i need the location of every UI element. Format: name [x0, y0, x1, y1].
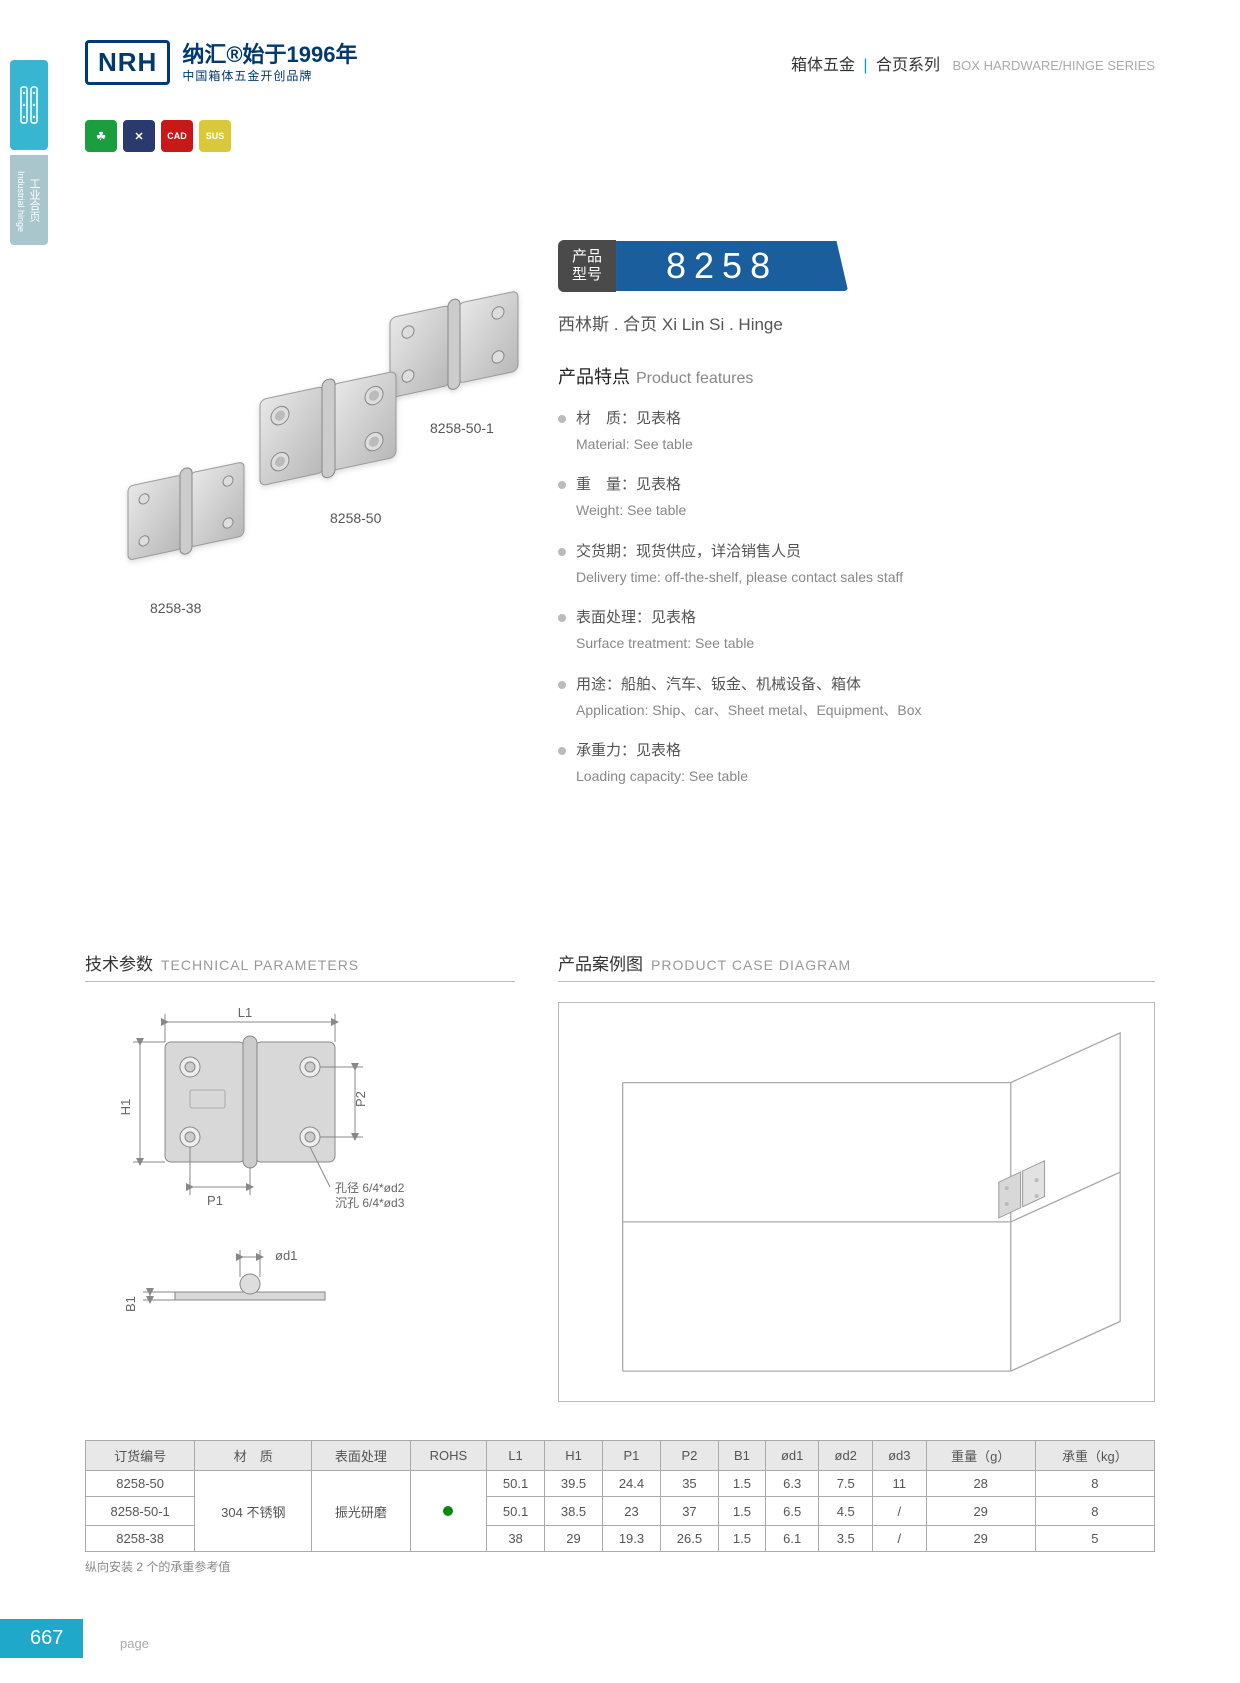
- table-row: 8258-38382919.326.51.56.13.5/295: [86, 1526, 1155, 1552]
- label-c: 8258-50-1: [430, 420, 494, 436]
- tech-params: 技术参数TECHNICAL PARAMETERS L1 H1 P2 P1 孔径 …: [85, 950, 515, 1407]
- eco-icon: ☘: [85, 120, 117, 152]
- table-header: 重量（g）: [926, 1441, 1035, 1471]
- product-images: 8258-50-1 8258-50 8258-38: [120, 280, 540, 660]
- cad-icon: CAD: [161, 120, 193, 152]
- case-diagram: [558, 1002, 1155, 1402]
- hinge-8258-38: [120, 450, 270, 580]
- sus-icon: SUS: [199, 120, 231, 152]
- svg-text:H1: H1: [118, 1099, 133, 1116]
- svg-text:沉孔 6/4*ød3: 沉孔 6/4*ød3: [335, 1196, 405, 1210]
- category-en: BOX HARDWARE/HINGE SERIES: [953, 58, 1156, 73]
- table-header: ød3: [873, 1441, 927, 1471]
- spec-table: 订货编号材 质表面处理ROHSL1H1P1P2B1ød1ød2ød3重量（g）承…: [85, 1440, 1155, 1575]
- page-header: NRH 纳汇®始于1996年 中国箱体五金开创品牌 箱体五金 | 合页系列 BO…: [85, 40, 1155, 85]
- svg-text:ød1: ød1: [275, 1248, 297, 1263]
- model-number: 8258: [616, 241, 848, 291]
- features-title: 产品特点Product features: [558, 363, 1155, 389]
- table-header: P2: [660, 1441, 718, 1471]
- table-header: P1: [603, 1441, 661, 1471]
- table-header: 材 质: [195, 1441, 312, 1471]
- tool-icon: ✕: [123, 120, 155, 152]
- tech-diagram: L1 H1 P2 P1 孔径 6/4*ød2 沉孔 6/4*ød3 ød1 B1: [85, 1002, 515, 1402]
- subtitle: 西林斯 . 合页 Xi Lin Si . Hinge: [558, 310, 1155, 335]
- table-header: 承重（kg）: [1035, 1441, 1154, 1471]
- category-zh: 箱体五金: [791, 57, 855, 74]
- logo-mark: NRH: [85, 40, 170, 85]
- table-row: 8258-5050.139.524.4351.56.37.511288: [86, 1471, 1155, 1497]
- hinge-8258-50: [250, 360, 420, 500]
- side-tab-label: 工业合页 Industrial hinge: [10, 155, 48, 245]
- case-title: 产品案例图PRODUCT CASE DIAGRAM: [558, 950, 1155, 982]
- side-tab-en: Industrial hinge: [16, 171, 26, 232]
- svg-text:B1: B1: [123, 1296, 138, 1312]
- table-header: B1: [718, 1441, 765, 1471]
- feature-item: 交货期：现货供应，详洽销售人员Delivery time: off-the-sh…: [558, 540, 1155, 588]
- table-header: H1: [545, 1441, 603, 1471]
- page-label: page: [120, 1636, 149, 1651]
- icon-badges: ☘ ✕ CAD SUS: [85, 120, 231, 152]
- category-zh2: 合页系列: [876, 57, 940, 74]
- product-info: 产品型号 8258 西林斯 . 合页 Xi Lin Si . Hinge 产品特…: [558, 240, 1155, 805]
- model-tag: 产品型号: [558, 240, 616, 292]
- feature-item: 材 质：见表格Material: See table: [558, 407, 1155, 455]
- table-header: 表面处理: [312, 1441, 410, 1471]
- table-header: ød1: [765, 1441, 819, 1471]
- table-header: 订货编号: [86, 1441, 195, 1471]
- feature-item: 重 量：见表格Weight: See table: [558, 473, 1155, 521]
- header-category: 箱体五金 | 合页系列 BOX HARDWARE/HINGE SERIES: [791, 51, 1155, 75]
- feature-item: 表面处理：见表格Surface treatment: See table: [558, 606, 1155, 654]
- logo-cn: 纳汇®始于1996年: [182, 42, 357, 68]
- model-label: 产品型号 8258: [558, 240, 1155, 292]
- page-number: 667: [0, 1619, 83, 1658]
- side-tab-zh: 工业合页: [26, 178, 42, 222]
- svg-text:P1: P1: [207, 1193, 223, 1208]
- svg-text:P2: P2: [353, 1091, 368, 1107]
- table-header: L1: [487, 1441, 545, 1471]
- feature-item: 用途：船舶、汽车、钣金、机械设备、箱体Application: Ship、car…: [558, 673, 1155, 721]
- feature-list: 材 质：见表格Material: See table 重 量：见表格Weight:…: [558, 407, 1155, 787]
- table-header: ROHS: [410, 1441, 486, 1471]
- tech-title: 技术参数TECHNICAL PARAMETERS: [85, 950, 515, 982]
- svg-text:孔径 6/4*ød2: 孔径 6/4*ød2: [335, 1181, 405, 1195]
- table-row: 8258-50-1304 不锈钢振光研磨50.138.523371.56.54.…: [86, 1497, 1155, 1526]
- label-a: 8258-38: [150, 600, 201, 616]
- feature-item: 承重力：见表格Loading capacity: See table: [558, 739, 1155, 787]
- label-b: 8258-50: [330, 510, 381, 526]
- case-section: 产品案例图PRODUCT CASE DIAGRAM: [558, 950, 1155, 1407]
- logo: NRH 纳汇®始于1996年 中国箱体五金开创品牌: [85, 40, 358, 85]
- table-note: 纵向安装 2 个的承重参考值: [85, 1558, 1155, 1575]
- logo-sub: 中国箱体五金开创品牌: [182, 69, 357, 83]
- table-header: ød2: [819, 1441, 873, 1471]
- svg-text:L1: L1: [238, 1005, 252, 1020]
- side-tab-icon: [10, 60, 48, 150]
